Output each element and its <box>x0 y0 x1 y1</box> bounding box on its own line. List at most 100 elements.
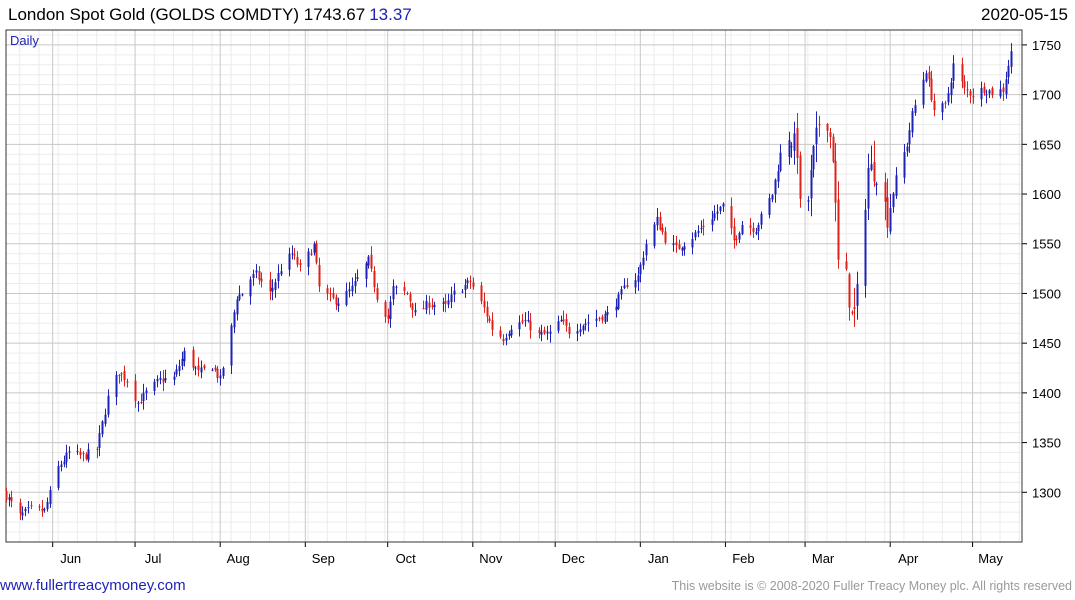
candle-body <box>713 213 716 219</box>
y-tick-label: 1450 <box>1032 336 1061 351</box>
candle-body <box>252 274 255 279</box>
candle-body <box>560 320 563 322</box>
candle-body <box>812 146 815 170</box>
candle-body <box>387 315 390 319</box>
candle-body <box>722 203 725 207</box>
candle-body <box>453 290 456 295</box>
candle-body <box>549 331 552 334</box>
candle-body <box>384 301 387 317</box>
candle-body <box>678 244 681 249</box>
candle-body <box>793 133 796 151</box>
candle-body <box>277 272 280 282</box>
candle-body <box>790 146 793 148</box>
candle-body <box>777 171 780 182</box>
candle-body <box>903 152 906 178</box>
candle-body <box>258 270 261 280</box>
x-tick-label: Oct <box>396 551 417 566</box>
candle-body <box>140 401 143 403</box>
candle-body <box>354 280 357 287</box>
candle-body <box>200 367 203 373</box>
candle-body <box>848 274 851 308</box>
candle-body <box>922 79 925 105</box>
x-tick-label: Feb <box>732 551 754 566</box>
candle-body <box>659 216 662 230</box>
candle-body <box>46 501 49 510</box>
candle-body <box>829 132 832 138</box>
candle-body <box>233 312 236 328</box>
candle-body <box>428 302 431 308</box>
candle-body <box>296 256 299 265</box>
candle-body <box>395 286 398 288</box>
candle-body <box>249 279 252 297</box>
candle-body <box>856 284 859 306</box>
candle-body <box>952 63 955 81</box>
candle-body <box>49 490 52 505</box>
candle-body <box>194 367 197 369</box>
candle-body <box>892 193 895 208</box>
candle-body <box>310 253 313 255</box>
chart-title: London Spot Gold (GOLDS COMDTY) 1743.67 1… <box>8 5 412 25</box>
candle-body <box>606 312 609 315</box>
candle-body <box>137 402 140 404</box>
candle-body <box>568 327 571 334</box>
candle-body <box>178 366 181 371</box>
candle-body <box>65 452 68 462</box>
candle-body <box>444 301 447 304</box>
candle-body <box>288 253 291 270</box>
candle-body <box>834 160 837 203</box>
candle-body <box>115 375 118 398</box>
candle-body <box>771 195 774 200</box>
y-tick-label: 1400 <box>1032 386 1061 401</box>
website-link[interactable]: www.fullertreacymoney.com <box>0 577 186 594</box>
candle-body <box>886 197 889 228</box>
x-tick-label: Dec <box>562 551 586 566</box>
candle-body <box>230 325 233 366</box>
candle-body <box>181 358 184 366</box>
candle-body <box>963 81 966 88</box>
candle-body <box>719 206 722 211</box>
candle-body <box>370 254 373 269</box>
candle-body <box>101 421 104 435</box>
candle-body <box>211 369 214 371</box>
candle-body <box>637 275 640 282</box>
candle-body <box>203 365 206 369</box>
candle-body <box>60 464 63 468</box>
candle-body <box>307 251 310 267</box>
candle-body <box>486 306 489 317</box>
candle-body <box>947 93 950 103</box>
candle-body <box>315 243 318 263</box>
candle-body <box>365 263 368 279</box>
candle-body <box>107 395 110 415</box>
candle-body <box>351 285 354 292</box>
x-tick-label: May <box>978 551 1003 566</box>
candle-body <box>403 287 406 292</box>
candle-body <box>966 89 969 91</box>
candle-body <box>760 213 763 225</box>
candle-body <box>192 349 195 368</box>
candle-body <box>414 310 417 313</box>
candle-body <box>672 243 675 246</box>
y-tick-label: 1600 <box>1032 187 1061 202</box>
candle-body <box>329 293 332 295</box>
candle-body <box>906 146 909 152</box>
candle-body <box>925 73 928 82</box>
candle-body <box>63 461 66 465</box>
candle-body <box>19 502 22 514</box>
candle-body <box>562 319 565 322</box>
candle-body <box>159 377 162 380</box>
chart-date: 2020-05-15 <box>981 5 1068 24</box>
candle-body <box>697 230 700 233</box>
candle-body <box>68 451 71 453</box>
candle-body <box>873 162 876 182</box>
candle-body <box>76 450 79 452</box>
candle-body <box>442 302 445 304</box>
candle-body <box>639 264 642 275</box>
candle-body <box>483 300 486 308</box>
candle-body <box>837 199 840 260</box>
candle-body <box>985 94 988 96</box>
candle-body <box>579 329 582 333</box>
x-tick-label: Aug <box>227 551 250 566</box>
x-tick-label: Jul <box>145 551 162 566</box>
candle-body <box>941 103 944 113</box>
x-tick-label: Jan <box>648 551 669 566</box>
